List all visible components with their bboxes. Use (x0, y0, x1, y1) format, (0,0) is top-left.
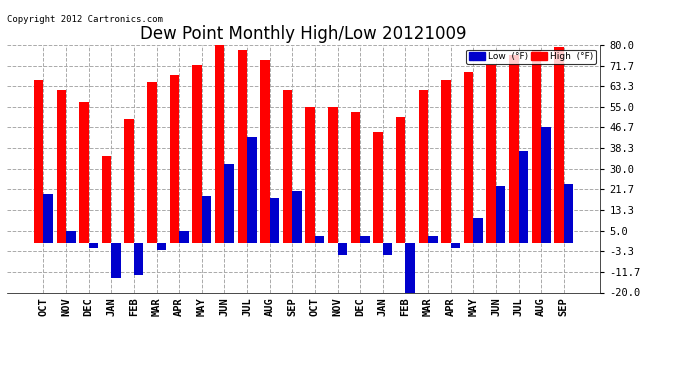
Bar (124, 119, 134, 243)
Bar (564, 184, 573, 243)
Bar (201, 196, 211, 243)
Bar (215, 45, 224, 243)
Bar (270, 198, 279, 243)
Bar (88, 243, 98, 248)
Bar (337, 243, 347, 255)
Bar (79, 102, 88, 243)
Bar (451, 243, 460, 248)
Bar (260, 60, 270, 243)
Text: Copyright 2012 Cartronics.com: Copyright 2012 Cartronics.com (7, 15, 163, 24)
Bar (57, 90, 66, 243)
Bar (43, 194, 53, 243)
Bar (237, 50, 247, 243)
Bar (496, 186, 506, 243)
Bar (293, 191, 302, 243)
Bar (66, 231, 75, 243)
Bar (134, 243, 144, 275)
Bar (351, 112, 360, 243)
Legend: Low  (°F), High  (°F): Low (°F), High (°F) (466, 50, 595, 64)
Bar (473, 218, 483, 243)
Bar (441, 80, 451, 243)
Bar (170, 75, 179, 243)
Bar (224, 164, 234, 243)
Bar (554, 48, 564, 243)
Bar (111, 243, 121, 278)
Bar (464, 72, 473, 243)
Bar (306, 107, 315, 243)
Bar (519, 152, 528, 243)
Bar (283, 90, 293, 243)
Bar (193, 65, 201, 243)
Bar (247, 136, 257, 243)
Bar (34, 80, 43, 243)
Bar (360, 236, 370, 243)
Bar (179, 231, 188, 243)
Bar (419, 90, 428, 243)
Bar (486, 65, 496, 243)
Bar (541, 127, 551, 243)
Bar (315, 236, 324, 243)
Bar (373, 132, 383, 243)
Bar (383, 243, 393, 255)
Bar (406, 243, 415, 292)
Bar (509, 55, 519, 243)
Bar (396, 117, 406, 243)
Bar (532, 50, 541, 243)
Bar (101, 156, 111, 243)
Title: Dew Point Monthly High/Low 20121009: Dew Point Monthly High/Low 20121009 (140, 26, 467, 44)
Bar (328, 107, 337, 243)
Bar (428, 236, 437, 243)
Bar (147, 82, 157, 243)
Bar (157, 243, 166, 250)
